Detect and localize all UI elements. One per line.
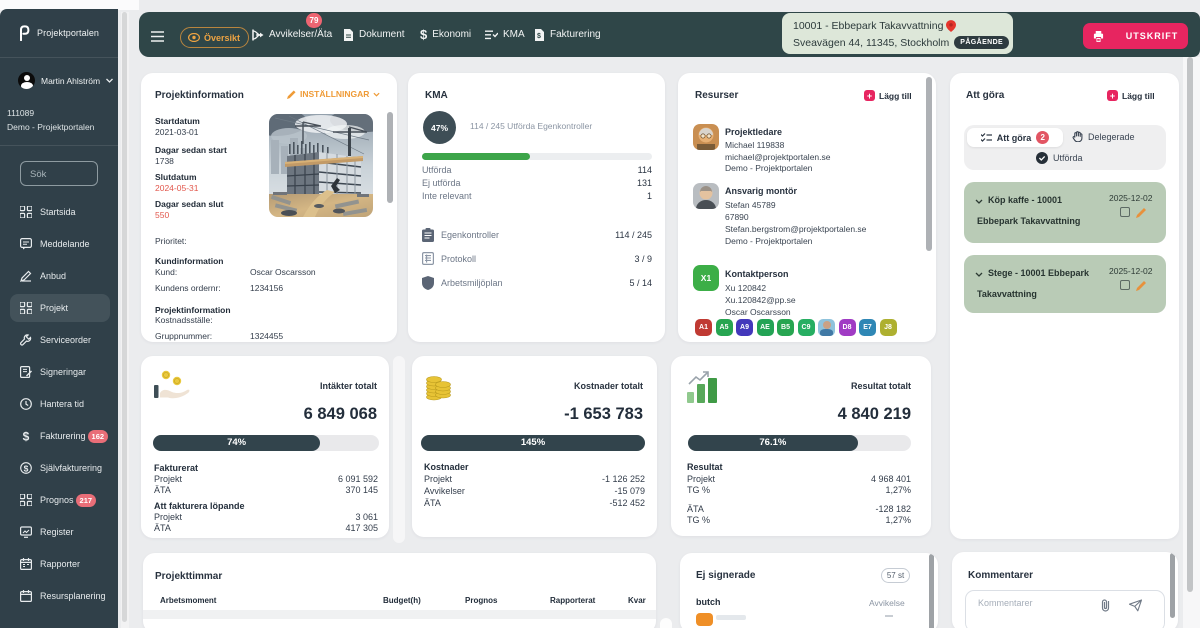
svg-text:$: $ xyxy=(23,430,30,442)
svg-text:$: $ xyxy=(24,463,29,473)
svg-text:$: $ xyxy=(537,33,541,40)
